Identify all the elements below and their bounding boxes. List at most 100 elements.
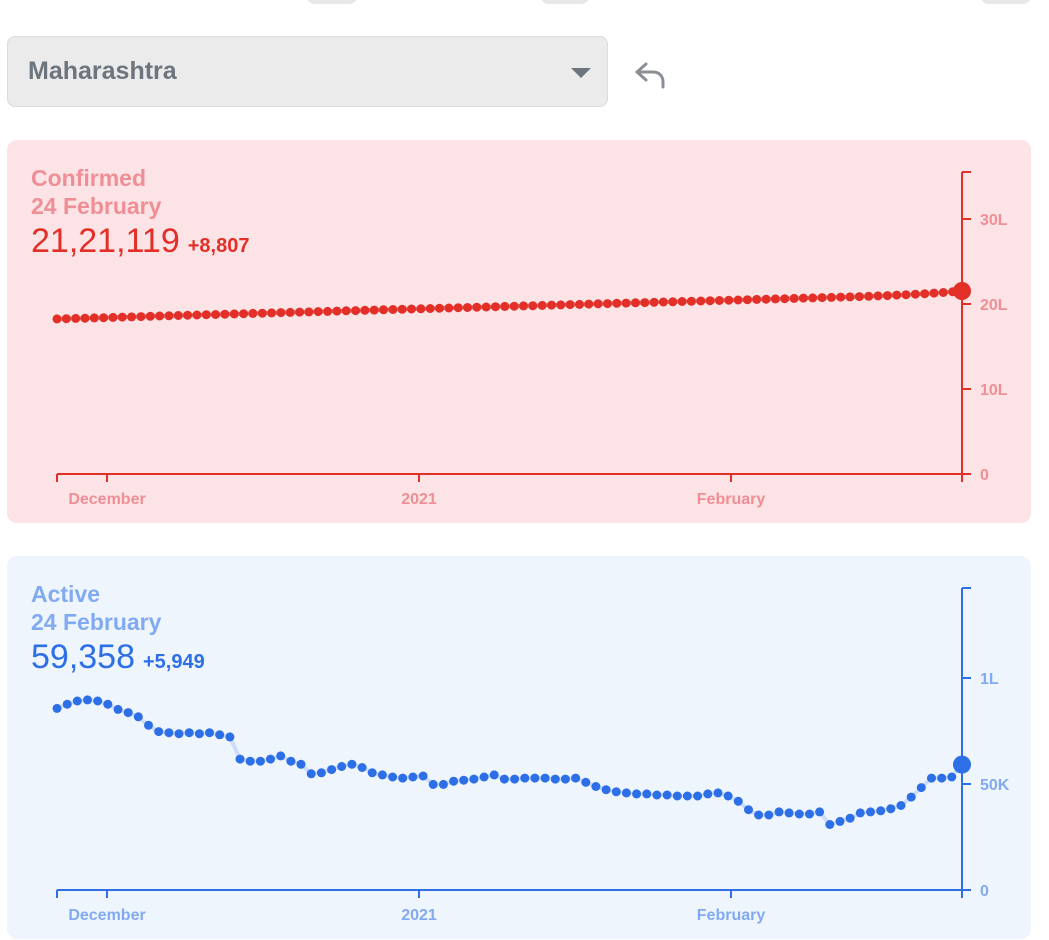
active-data-point <box>245 756 255 766</box>
x-tick-label: December <box>68 491 145 508</box>
toggle-pill[interactable] <box>980 0 1032 4</box>
region-select-value: Maharashtra <box>28 57 177 85</box>
confirmed-data-point <box>593 299 603 309</box>
confirmed-data-point <box>714 296 724 305</box>
active-data-point <box>62 699 72 709</box>
active-data-point <box>255 756 265 766</box>
confirmed-data-point <box>435 303 444 313</box>
confirmed-data-point <box>677 297 687 306</box>
confirmed-chart-panel: Confirmed 24 February 21,21,119 +8,807 De… <box>7 140 1031 523</box>
confirmed-title: Confirmed <box>31 165 146 191</box>
active-data-point <box>133 712 143 722</box>
confirmed-data-point <box>938 288 948 297</box>
active-data-point <box>510 774 520 784</box>
confirmed-date: 24 February <box>31 193 162 219</box>
confirmed-data-point <box>304 307 314 317</box>
confirmed-value-row: 21,21,119 +8,807 <box>31 221 249 266</box>
active-data-point <box>886 804 896 814</box>
confirmed-data-point <box>463 303 472 312</box>
active-data-point <box>316 768 326 778</box>
confirmed-data-point <box>80 313 90 323</box>
confirmed-data-point <box>864 291 874 301</box>
top-toggle-row <box>0 0 1049 10</box>
confirmed-data-point <box>155 311 165 321</box>
confirmed-data-point <box>621 298 631 308</box>
active-data-point <box>154 727 164 737</box>
active-data-point <box>632 789 642 799</box>
y-tick-label: 30L <box>980 212 1008 229</box>
confirmed-data-point <box>798 293 808 303</box>
confirmed-data-point <box>826 292 836 302</box>
active-chart-panel: Active 24 February 59,358 +5,949 December… <box>7 556 1031 939</box>
confirmed-data-point <box>509 301 519 311</box>
confirmed-data-point <box>491 302 500 312</box>
active-data-point <box>93 696 103 706</box>
active-data-point <box>72 696 82 706</box>
toggle-pill[interactable] <box>306 0 358 4</box>
active-data-point <box>927 773 936 783</box>
undo-icon[interactable] <box>632 58 668 92</box>
active-data-point <box>937 773 947 783</box>
confirmed-data-point <box>407 304 416 314</box>
confirmed-data-point <box>873 291 883 301</box>
confirmed-chart[interactable]: December 2021 February 0 10L 20L 30L <box>7 140 1031 523</box>
active-data-point <box>621 788 631 798</box>
confirmed-data-point <box>808 293 818 303</box>
confirmed-data-point <box>910 289 920 299</box>
confirmed-data-point <box>332 306 342 316</box>
active-data-point <box>144 720 153 730</box>
confirmed-data-point <box>341 306 351 316</box>
active-data-point <box>703 789 713 799</box>
active-data-point <box>723 791 733 801</box>
confirmed-data-point <box>388 305 398 314</box>
active-data-point <box>530 773 540 783</box>
confirmed-data-point <box>584 299 594 309</box>
active-data-point <box>367 768 377 778</box>
confirmed-data-point <box>724 295 734 305</box>
active-data-point <box>845 813 855 823</box>
confirmed-data-point <box>658 297 668 307</box>
active-data-point <box>815 807 825 817</box>
confirmed-data-point <box>425 304 435 313</box>
active-data-point <box>225 732 235 742</box>
confirmed-data-point <box>248 308 258 318</box>
confirmed-data-point <box>556 300 566 310</box>
active-data-point <box>540 773 550 783</box>
confirmed-data-point <box>537 300 547 310</box>
confirmed-data-point <box>817 293 827 303</box>
active-data-point <box>235 754 245 764</box>
confirmed-data-point <box>789 293 799 303</box>
confirmed-value: 21,21,119 <box>31 222 180 260</box>
confirmed-data-point <box>145 311 155 321</box>
confirmed-data-point <box>201 310 211 320</box>
confirmed-highlight-point <box>953 282 971 300</box>
active-data-point <box>205 728 214 738</box>
active-data-point <box>418 771 428 781</box>
active-data-point <box>560 774 570 784</box>
confirmed-data-point <box>640 298 650 308</box>
active-data-point <box>601 785 611 795</box>
active-data-point <box>571 773 581 783</box>
x-tick-label: February <box>697 907 766 924</box>
confirmed-data-point <box>649 297 659 307</box>
toggle-pill[interactable] <box>540 0 590 4</box>
active-data-point <box>123 708 133 718</box>
confirmed-data-point <box>752 294 762 304</box>
x-tick-label: December <box>68 907 145 924</box>
region-select[interactable]: Maharashtra <box>7 36 608 107</box>
confirmed-data-point <box>183 310 193 320</box>
active-data-point <box>591 782 601 791</box>
active-data-point <box>489 770 499 780</box>
confirmed-data-point <box>108 312 118 322</box>
active-chart[interactable]: December 2021 February 0 50K 1L <box>7 556 1031 939</box>
active-data-point <box>266 754 275 764</box>
active-data-point <box>611 787 621 797</box>
active-data-point <box>662 790 672 800</box>
confirmed-data-point <box>631 298 640 308</box>
active-data-point <box>174 729 184 739</box>
confirmed-data-point <box>117 312 127 322</box>
active-data-point <box>103 699 113 709</box>
active-data-point <box>835 816 845 826</box>
active-data-point <box>774 807 784 817</box>
confirmed-data-point <box>285 307 295 317</box>
